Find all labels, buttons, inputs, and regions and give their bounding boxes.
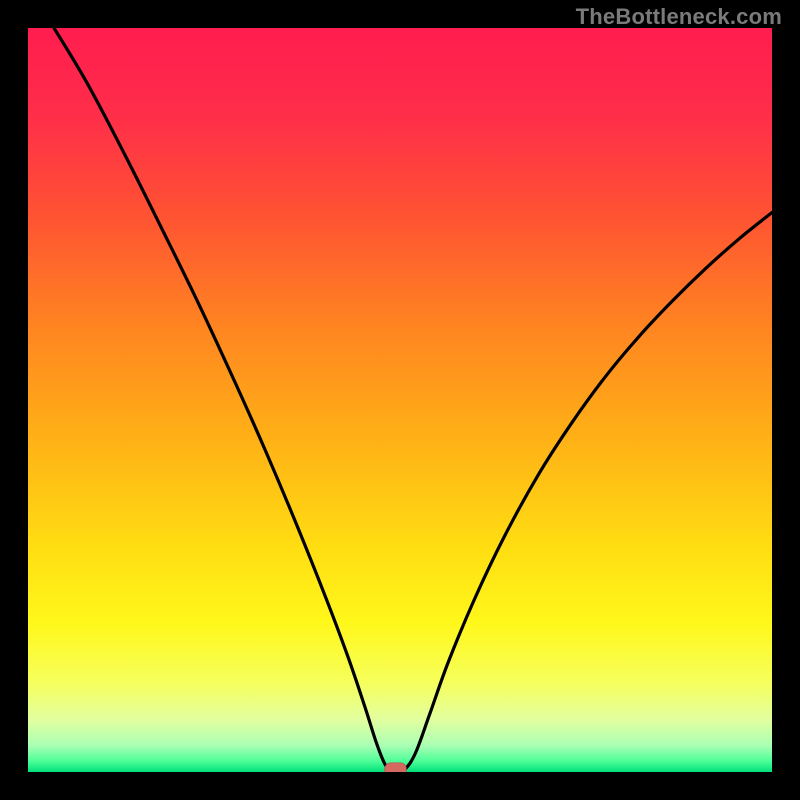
chart-container: { "watermark": { "text": "TheBottleneck.… — [0, 0, 800, 800]
watermark-text: TheBottleneck.com — [576, 4, 782, 30]
optimum-marker — [385, 763, 407, 777]
bottleneck-curve-chart — [0, 0, 800, 800]
plot-background — [28, 28, 772, 772]
